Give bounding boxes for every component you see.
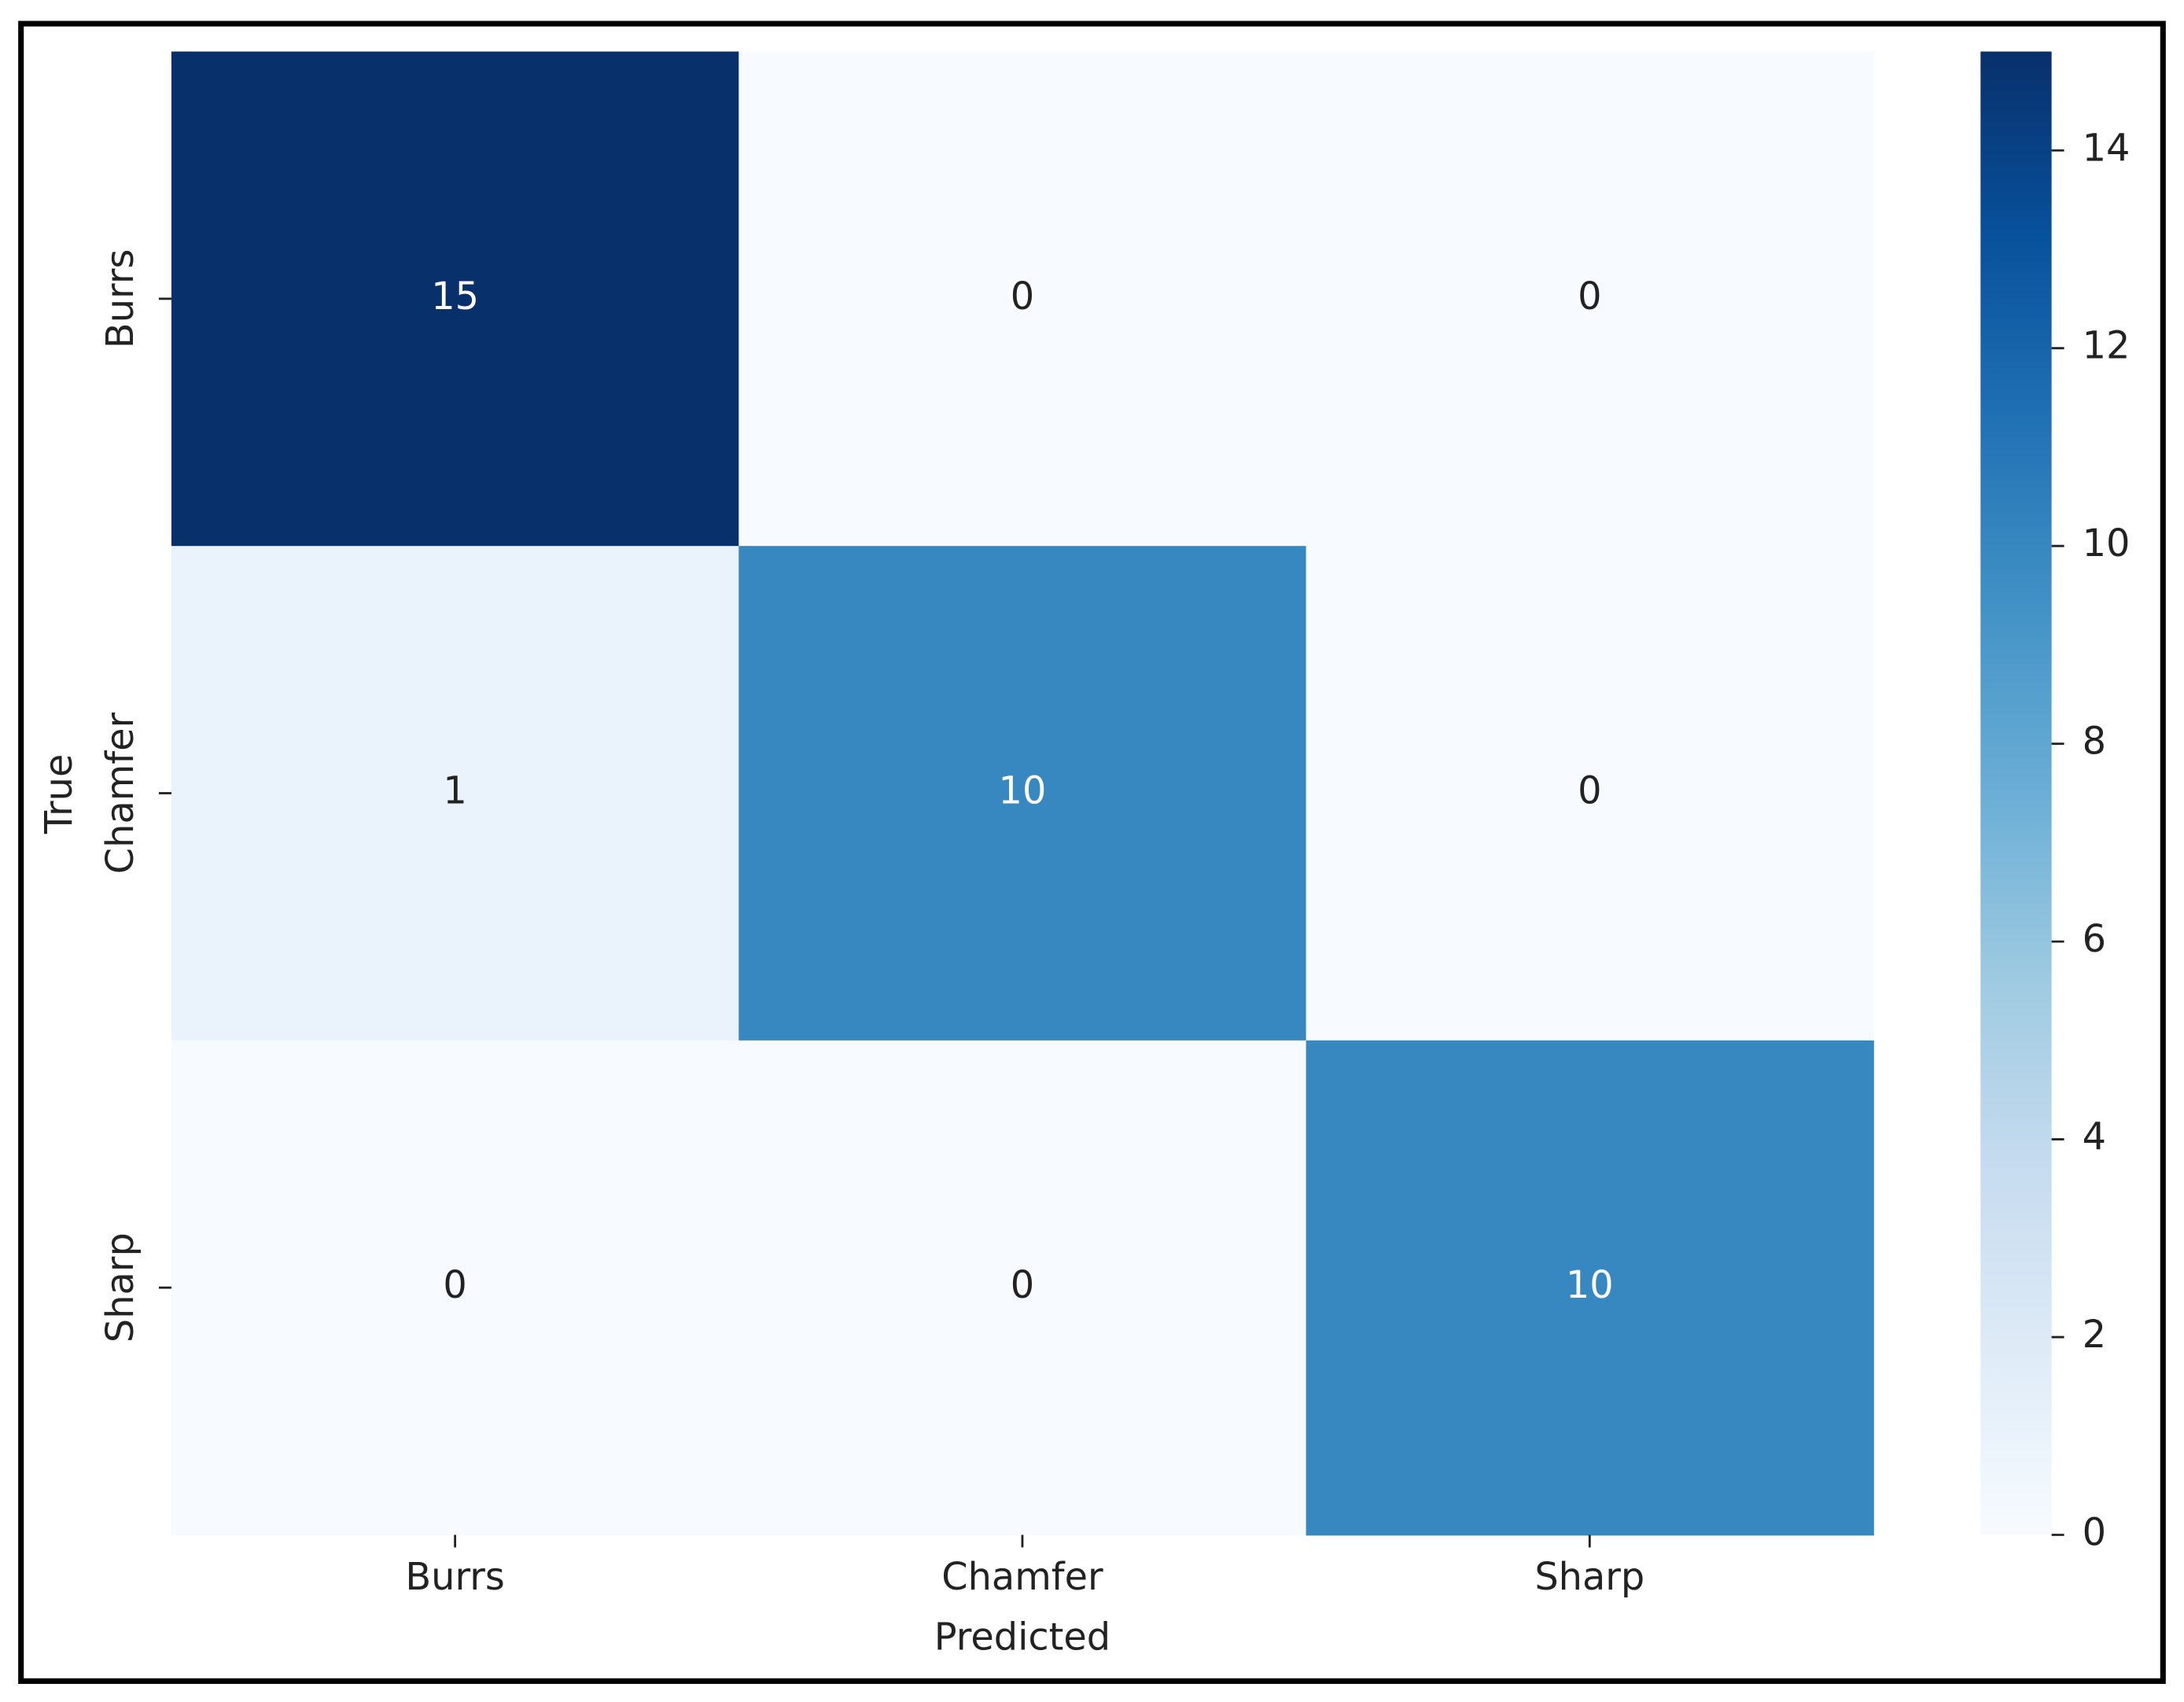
heatmap-cell: [171, 51, 740, 547]
cell-label: 1: [443, 770, 466, 813]
colorbar-tick-label: 2: [2083, 1313, 2106, 1357]
chart-title: Confusion Matrix: [846, 0, 1199, 35]
cell-label: 0: [1011, 1264, 1034, 1307]
colorbar-tick-label: 8: [2083, 720, 2106, 764]
cell-label: 10: [999, 770, 1047, 813]
cell-label: 0: [1578, 770, 1601, 813]
cell-label: 0: [1578, 275, 1601, 319]
x-tick-label: Chamfer: [941, 1556, 1103, 1599]
heatmap-cell: [1306, 51, 1874, 547]
heatmap-cell: [738, 51, 1307, 547]
cell-label: 15: [431, 275, 479, 319]
y-axis-label: True: [38, 754, 81, 835]
heatmap-cell: [738, 1040, 1307, 1536]
heatmap-cell: [1306, 1040, 1874, 1536]
colorbar-tick-label: 10: [2083, 522, 2131, 565]
x-tick-label: Sharp: [1534, 1556, 1644, 1599]
colorbar-tick-label: 6: [2083, 918, 2106, 961]
heatmap-cell: [171, 1040, 740, 1536]
frame: [18, 20, 2166, 1684]
x-axis-label: Predicted: [934, 1615, 1110, 1659]
heatmap-cell: [738, 546, 1307, 1041]
colorbar: [1980, 51, 2052, 1535]
colorbar-tick-label: 14: [2083, 127, 2131, 170]
colorbar-tick-label: 0: [2083, 1511, 2106, 1554]
y-tick-label: Sharp: [99, 1232, 142, 1343]
y-tick-label: Chamfer: [99, 712, 142, 874]
cell-label: 0: [443, 1264, 466, 1307]
y-tick-label: Burrs: [99, 249, 142, 348]
heatmap-cell: [1306, 546, 1874, 1041]
colorbar-tick-label: 4: [2083, 1116, 2106, 1159]
cell-label: 0: [1011, 275, 1034, 319]
colorbar-tick-label: 12: [2083, 325, 2131, 368]
cell-label: 10: [1566, 1264, 1614, 1307]
heatmap-cell: [171, 546, 740, 1041]
x-tick-label: Burrs: [405, 1556, 504, 1599]
